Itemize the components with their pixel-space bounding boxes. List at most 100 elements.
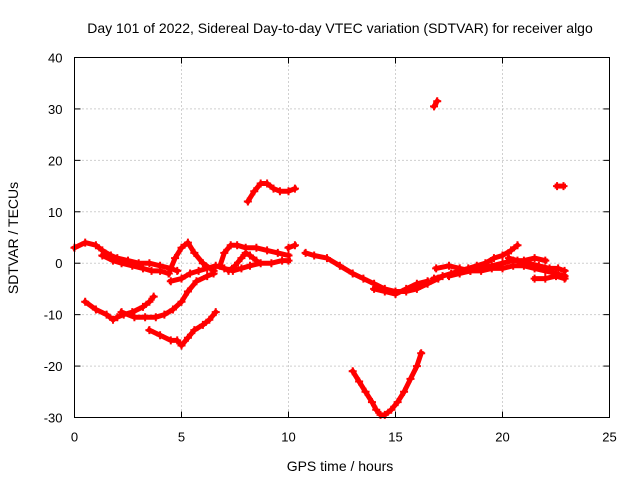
series-arc-18 xyxy=(445,261,569,281)
data-point xyxy=(466,266,475,275)
series-arc-9 xyxy=(224,248,261,275)
series-arc-1 xyxy=(70,238,182,275)
data-point xyxy=(269,184,278,193)
data-point xyxy=(504,254,513,263)
data-point xyxy=(245,261,254,270)
data-point xyxy=(183,287,192,296)
data-point xyxy=(290,241,299,250)
series-arc-8 xyxy=(216,241,293,270)
data-point xyxy=(530,254,539,263)
data-point xyxy=(359,274,368,283)
plot-frame xyxy=(74,57,610,418)
data-point xyxy=(241,248,250,257)
data-point xyxy=(91,241,100,250)
data-point xyxy=(128,261,137,270)
data-point xyxy=(263,179,272,188)
data-point xyxy=(445,272,453,281)
data-point xyxy=(198,320,207,329)
series-arc-11 xyxy=(284,241,299,252)
data-point xyxy=(552,272,560,281)
data-point xyxy=(507,246,516,255)
data-point xyxy=(81,238,90,247)
data-point xyxy=(224,266,233,275)
data-point xyxy=(348,269,357,278)
x-tick-label: 0 xyxy=(71,430,78,445)
y-tick-label: 20 xyxy=(48,153,62,168)
data-point xyxy=(370,284,379,293)
data-point xyxy=(498,251,507,260)
data-point xyxy=(250,187,259,196)
data-point xyxy=(387,405,396,414)
series-line xyxy=(81,293,158,323)
data-point xyxy=(524,259,533,268)
x-tick-label: 25 xyxy=(602,430,616,445)
y-tick-label: 0 xyxy=(55,256,62,271)
data-point xyxy=(284,251,293,260)
chart-title: Day 101 of 2022, Sidereal Day-to-day VTE… xyxy=(87,20,593,36)
x-tick-label: 20 xyxy=(495,430,509,445)
data-point xyxy=(109,315,118,324)
data-point xyxy=(177,243,186,252)
data-point xyxy=(243,197,252,206)
data-point xyxy=(284,243,293,252)
data-point xyxy=(91,305,100,314)
data-point xyxy=(487,264,496,273)
data-point xyxy=(183,333,192,342)
data-point xyxy=(391,290,400,299)
series-arc-19 xyxy=(504,254,569,275)
series-line xyxy=(146,308,220,348)
data-point xyxy=(263,246,272,255)
data-point xyxy=(145,259,154,268)
data-point xyxy=(256,259,265,268)
data-point xyxy=(545,264,554,273)
series-arc-6 xyxy=(164,238,218,278)
data-point xyxy=(284,187,293,196)
data-point xyxy=(380,287,389,296)
series-arc-13 xyxy=(370,277,432,299)
data-point xyxy=(198,259,207,268)
data-point xyxy=(417,349,426,358)
data-point xyxy=(323,254,332,263)
x-tick-label: 15 xyxy=(388,430,402,445)
data-point xyxy=(310,251,319,260)
data-point xyxy=(498,264,507,273)
data-point xyxy=(98,251,107,260)
y-tick-label: 30 xyxy=(48,102,62,117)
x-tick-label: 5 xyxy=(178,430,185,445)
data-point xyxy=(273,248,282,257)
data-point xyxy=(194,266,203,275)
data-point xyxy=(513,241,522,250)
data-point xyxy=(203,272,212,281)
y-axis-label: SDTVAR / TECUs xyxy=(5,182,21,294)
series-arc-3 xyxy=(81,292,158,324)
data-point xyxy=(267,259,276,268)
data-point xyxy=(231,261,239,270)
data-point xyxy=(173,336,182,345)
data-point xyxy=(190,248,199,257)
series-arc-5 xyxy=(145,308,220,350)
data-point xyxy=(192,277,201,286)
series-line xyxy=(349,350,425,418)
data-point xyxy=(177,274,186,283)
data-point xyxy=(117,259,126,268)
data-point xyxy=(361,387,370,396)
data-point xyxy=(145,326,154,335)
data-point xyxy=(367,398,376,407)
x-axis-label: GPS time / hours xyxy=(287,458,394,474)
series-layer xyxy=(70,97,569,419)
data-point xyxy=(203,264,212,273)
data-point xyxy=(275,187,284,196)
data-point xyxy=(171,254,180,263)
grid-layer xyxy=(74,57,610,418)
data-point xyxy=(160,310,169,319)
data-point xyxy=(560,274,569,283)
data-point xyxy=(237,264,246,273)
data-point xyxy=(393,398,402,407)
y-tick-label: -30 xyxy=(44,411,63,426)
data-point xyxy=(164,269,173,278)
data-point xyxy=(445,261,453,270)
series-arc-15 xyxy=(430,97,442,111)
data-point xyxy=(335,261,344,270)
data-point xyxy=(541,256,550,265)
